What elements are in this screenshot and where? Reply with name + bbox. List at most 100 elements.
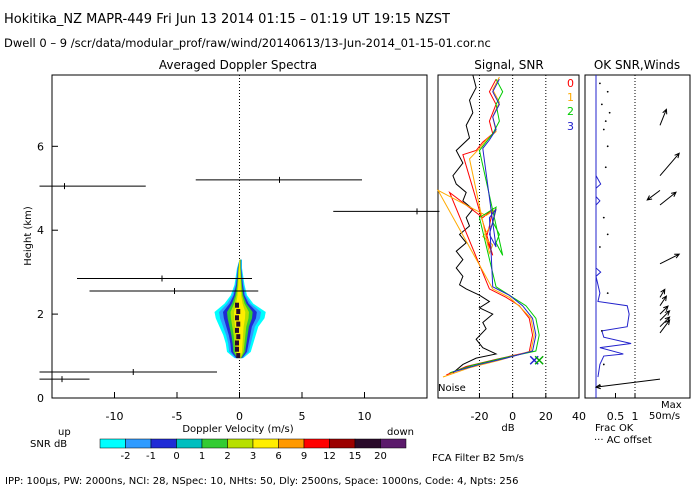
beam-label-1: 1 [567,91,574,104]
doppler-ticks: -10 -5 0 5 10 0 2 4 6 [37,75,372,423]
max-value-label: 50m/s [649,411,680,422]
noise-label: Noise [438,383,466,394]
wind-arrow [659,253,681,265]
ok-snr-winds-panel: OK SNR,Winds 0.5 1 Frac OK ··· AC offset … [584,58,691,446]
wind-arrow [659,316,671,328]
height-tick-label: 6 [37,140,44,153]
wind-arrow [594,378,661,390]
winds-title: OK SNR,Winds [594,58,680,72]
ac-offset-dot [606,233,609,236]
doppler-xtick-label: -10 [106,410,124,423]
signal-title: Signal, SNR [474,58,543,72]
colorbar-tick-label: 2 [224,451,230,462]
wind-arrow [659,305,669,315]
spectra-peak [236,353,241,359]
colorbar-cell [99,438,126,449]
signal-xtick-label: -20 [470,410,488,423]
doppler-title: Averaged Doppler Spectra [159,58,317,72]
wind-arrow [659,319,671,334]
colorbar-cell [227,438,254,449]
wind-arrow [659,191,677,206]
spectra-peak [236,309,241,315]
spectra-peak [235,346,239,352]
doppler-xtick-label: -5 [172,410,183,423]
colorbar-tick-label: 9 [301,451,307,462]
ac-offset-dot [604,120,607,123]
frac-ok-label: Frac OK [595,423,634,434]
height-axis-label: Height (km) [23,206,34,266]
doppler-spectra-fill [214,259,266,359]
ac-offset-dot [602,363,605,366]
winds-ticks: 0.5 1 [595,75,639,423]
ac-offset-dot [602,128,605,131]
doppler-xtick-label: 0 [236,410,243,423]
colorbar-cell [176,438,203,449]
signal-series-3 [452,78,537,373]
wind-arrow [659,295,668,306]
signal-snr-panel: Signal, SNR -20 0 20 40 Noise dB 0 1 2 3 [436,58,586,434]
signal-xtick-label: 20 [539,410,553,423]
colorbar-tick-label: 1 [199,451,205,462]
colorbar-tick-label: 12 [323,451,336,462]
ac-offset-label: ··· AC offset [594,435,652,446]
signal-series-noise [452,74,498,374]
frac-ok-series [595,75,632,378]
beam-label-0: 0 [567,77,574,90]
signal-ticks: -20 0 20 40 [470,75,586,423]
colorbar-cell [252,438,279,449]
snr-colorbar-legend: up SNR dB -2 -1 0 1 2 3 6 9 12 15 20 [30,427,407,462]
signal-series-1 [436,76,535,378]
doppler-xlabel: Doppler Velocity (m/s) [182,424,293,435]
ac-offset-dot [600,329,603,332]
ac-offset-dot [600,103,603,106]
height-tick-label: 0 [37,392,44,405]
dwell-line: Dwell 0 – 9 /scr/data/modular_prof/raw/w… [4,36,491,50]
ac-offset-dot [608,111,611,114]
beam-label-2: 2 [567,105,574,118]
colorbar-tick-label: 15 [349,451,362,462]
winds-frame [584,74,691,399]
doppler-xtick-label: 5 [299,410,306,423]
spectra-peak [235,340,239,346]
frac-ok-tick-label: 1 [632,410,639,423]
ac-offset-dot [606,292,609,295]
filter-label: FCA Filter B2 5m/s [432,453,524,464]
colorbar-tick-label: 6 [275,451,281,462]
beam-label-3: 3 [567,120,574,133]
ac-offset-dot [606,90,609,93]
colorbar-cells [99,438,407,449]
title-line: Hokitika_NZ MAPR-449 Fri Jun 13 2014 01:… [4,12,450,27]
colorbar-tick-label: -1 [146,451,156,462]
wind-arrow [659,288,666,298]
wind-arrow [646,189,661,201]
colorbar-cell [201,438,228,449]
signal-frame [437,74,580,399]
direction-down-label: down [387,427,414,438]
colorbar-cell [380,438,407,449]
colorbar-tick-label: 0 [173,451,179,462]
wind-arrow [659,108,668,126]
direction-up-label: up [58,427,71,438]
colorbar-tick-labels: -2 -1 0 1 2 3 6 9 12 15 20 [121,451,387,462]
spectra-peak [235,327,239,333]
height-tick-label: 2 [37,308,44,321]
wind-arrow [659,309,671,321]
colorbar-cell [354,438,381,449]
colorbar-cell [125,438,152,449]
ac-offset-dot [602,216,605,219]
spectra-peak [236,334,241,340]
signal-xlabel: dB [501,423,514,434]
colorbar-tick-label: -2 [121,451,131,462]
signal-xtick-label: 0 [509,410,516,423]
footer-parameters: IPP: 100μs, PW: 2000ns, NCI: 28, NSpec: … [5,476,518,487]
ac-offset-dot [604,166,607,169]
spectra-peak [235,302,239,308]
max-label: Max [661,400,682,411]
colorbar-tick-label: 20 [374,451,387,462]
colorbar-cell [303,438,330,449]
colorbar-cell [329,438,356,449]
height-tick-label: 4 [37,224,44,237]
colorbar-cell [278,438,305,449]
wind-arrow [659,152,680,177]
